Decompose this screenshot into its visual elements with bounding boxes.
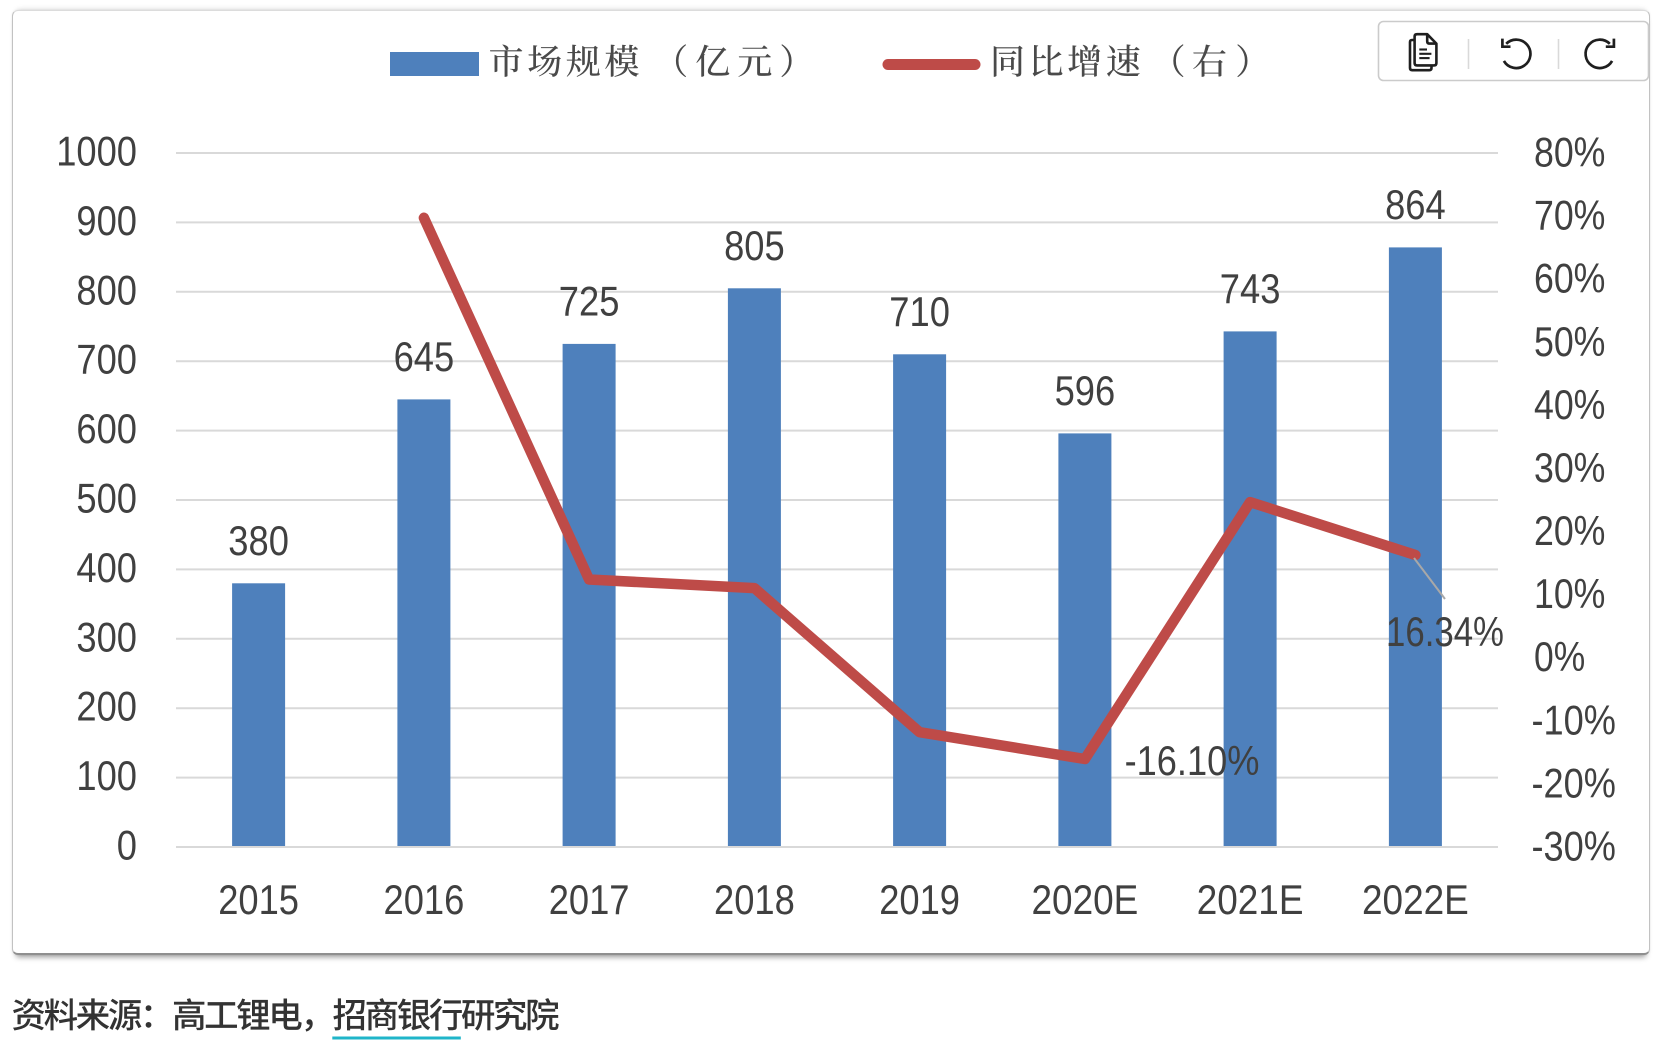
svg-text:596: 596 xyxy=(1055,367,1116,414)
svg-text:380: 380 xyxy=(228,517,289,564)
svg-text:40%: 40% xyxy=(1534,381,1605,428)
svg-text:-20%: -20% xyxy=(1532,759,1616,806)
svg-text:16.34%: 16.34% xyxy=(1386,608,1504,655)
svg-text:60%: 60% xyxy=(1534,255,1605,302)
svg-text:0: 0 xyxy=(117,822,137,869)
svg-text:2018: 2018 xyxy=(714,876,795,923)
svg-text:2015: 2015 xyxy=(218,876,299,923)
svg-text:864: 864 xyxy=(1385,181,1446,228)
svg-text:600: 600 xyxy=(76,405,137,452)
svg-text:70%: 70% xyxy=(1534,192,1605,239)
svg-text:2022E: 2022E xyxy=(1362,876,1469,923)
svg-text:2017: 2017 xyxy=(549,876,630,923)
svg-text:50%: 50% xyxy=(1534,318,1605,365)
svg-text:800: 800 xyxy=(76,266,137,313)
svg-text:-30%: -30% xyxy=(1532,823,1616,870)
svg-text:1000: 1000 xyxy=(56,128,137,175)
svg-text:805: 805 xyxy=(724,222,785,269)
svg-text:400: 400 xyxy=(76,544,137,591)
svg-text:2016: 2016 xyxy=(384,876,465,923)
svg-text:200: 200 xyxy=(76,683,137,730)
svg-text:0%: 0% xyxy=(1534,633,1585,680)
svg-text:80%: 80% xyxy=(1534,129,1605,176)
svg-text:20%: 20% xyxy=(1534,507,1605,554)
svg-text:743: 743 xyxy=(1220,265,1281,312)
svg-text:900: 900 xyxy=(76,197,137,244)
svg-text:-16.10%: -16.10% xyxy=(1125,737,1260,784)
svg-text:2019: 2019 xyxy=(879,876,960,923)
svg-text:700: 700 xyxy=(76,336,137,383)
svg-text:725: 725 xyxy=(559,277,620,324)
svg-text:10%: 10% xyxy=(1534,570,1605,617)
svg-text:-10%: -10% xyxy=(1532,696,1616,743)
svg-text:710: 710 xyxy=(889,288,950,335)
svg-text:2021E: 2021E xyxy=(1197,876,1304,923)
svg-text:2020E: 2020E xyxy=(1032,876,1139,923)
svg-text:100: 100 xyxy=(76,752,137,799)
svg-text:30%: 30% xyxy=(1534,444,1605,491)
svg-text:300: 300 xyxy=(76,613,137,660)
svg-text:500: 500 xyxy=(76,475,137,522)
svg-text:645: 645 xyxy=(394,333,455,380)
